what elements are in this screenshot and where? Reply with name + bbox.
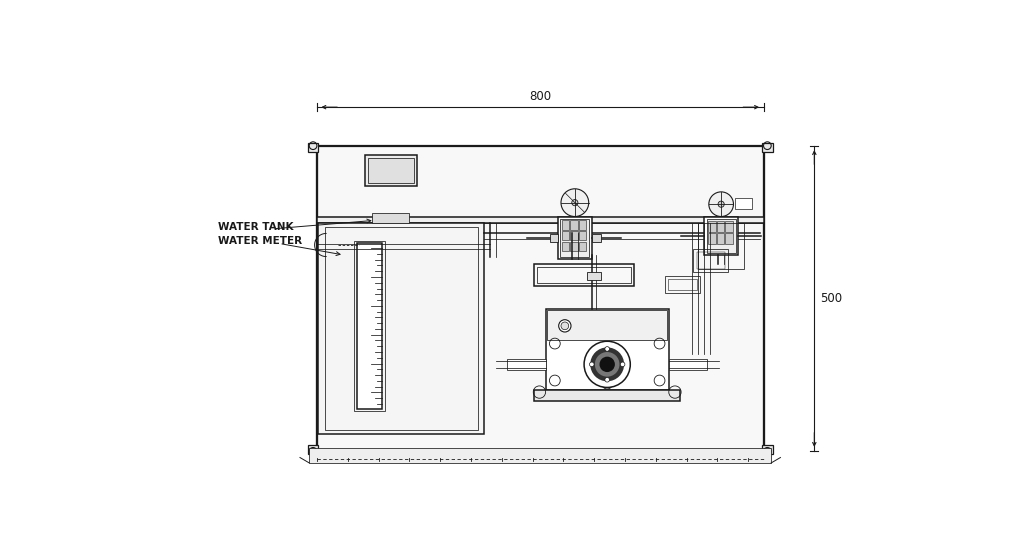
Text: 500: 500	[820, 292, 843, 305]
Bar	[592, 234, 601, 242]
Circle shape	[590, 362, 594, 367]
Bar	[669, 359, 708, 370]
Bar	[570, 220, 578, 229]
Bar	[562, 242, 569, 251]
Bar	[707, 219, 736, 253]
Circle shape	[718, 201, 724, 207]
Bar	[538, 267, 631, 283]
Bar	[535, 264, 634, 286]
Bar	[550, 234, 558, 242]
Circle shape	[595, 352, 620, 377]
Circle shape	[559, 320, 571, 332]
Bar	[665, 276, 699, 293]
Text: WATER METER: WATER METER	[217, 236, 302, 246]
Bar	[535, 390, 680, 401]
Bar	[708, 233, 716, 244]
Bar	[587, 272, 601, 280]
Bar	[708, 221, 716, 232]
Circle shape	[709, 192, 733, 217]
Bar	[325, 227, 478, 430]
Bar	[546, 309, 669, 390]
Bar	[717, 217, 725, 222]
Bar	[705, 217, 738, 255]
Bar	[562, 220, 569, 229]
Bar	[696, 252, 725, 269]
Text: 800: 800	[529, 90, 551, 102]
Bar	[507, 359, 546, 370]
Bar	[547, 310, 668, 340]
Bar	[668, 279, 696, 290]
Bar	[725, 233, 733, 244]
Bar	[762, 143, 773, 152]
Bar	[570, 231, 578, 241]
Circle shape	[571, 200, 578, 206]
Bar	[373, 213, 410, 223]
Bar	[579, 220, 587, 229]
Circle shape	[621, 362, 625, 367]
Bar	[316, 145, 764, 451]
Bar	[579, 242, 587, 251]
Bar	[579, 231, 587, 241]
Circle shape	[584, 341, 631, 388]
Bar	[570, 217, 580, 223]
Text: WATER TANK: WATER TANK	[217, 222, 293, 232]
Bar	[570, 242, 578, 251]
Bar	[357, 243, 382, 409]
Bar	[562, 231, 569, 241]
Circle shape	[605, 378, 609, 382]
Bar	[316, 217, 764, 223]
Bar	[560, 219, 590, 257]
Bar	[762, 445, 773, 455]
Circle shape	[561, 322, 568, 330]
Circle shape	[605, 347, 609, 351]
Bar	[365, 155, 417, 186]
Bar	[307, 445, 318, 455]
Bar	[693, 249, 728, 272]
Bar	[309, 447, 771, 463]
Bar	[368, 158, 414, 182]
Circle shape	[590, 347, 625, 381]
Bar	[318, 223, 484, 435]
Bar	[354, 241, 385, 411]
Bar	[725, 221, 733, 232]
Bar	[698, 223, 744, 269]
Bar	[717, 233, 724, 244]
Bar	[558, 217, 592, 259]
Circle shape	[599, 357, 614, 372]
Bar	[735, 198, 752, 209]
Bar	[307, 143, 318, 152]
Circle shape	[561, 189, 589, 217]
Bar	[717, 221, 724, 232]
